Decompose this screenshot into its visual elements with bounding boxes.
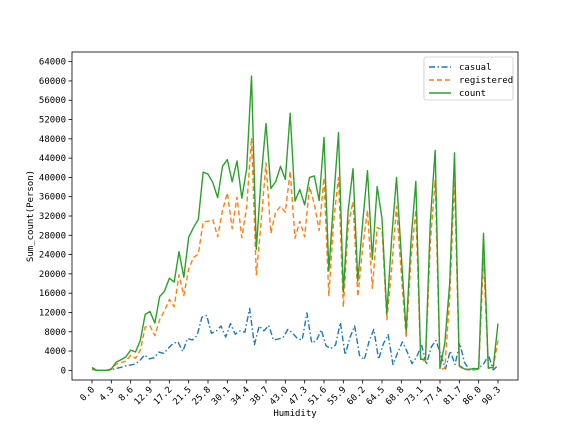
x-tick-label: 17.2 [152, 385, 174, 407]
x-axis-ticks: 0.0 4.3 8.612.917.221.525.830.134.438.743.… [79, 380, 503, 407]
y-axis-label: Sum_count(Person) [26, 170, 36, 262]
axes [71, 51, 519, 381]
x-tick-label: 47.3 [287, 385, 309, 407]
y-tick-label: 48000 [39, 135, 66, 145]
legend-label-registered: registered [459, 76, 513, 86]
plot-frame [71, 51, 519, 381]
y-tick-label: 20000 [39, 270, 66, 280]
x-tick-label: 90.3 [481, 385, 503, 407]
y-tick-label: 36000 [39, 193, 66, 203]
x-tick-label: 0.0 [79, 385, 98, 404]
legend-box [423, 56, 514, 101]
x-tick-label: 68.8 [384, 385, 406, 407]
x-tick-label: 43.0 [268, 385, 290, 407]
x-tick-label: 12.9 [133, 385, 155, 407]
y-tick-label: 12000 [39, 308, 66, 318]
y-tick-label: 60000 [39, 77, 66, 87]
x-tick-label: 30.1 [210, 385, 232, 407]
y-tick-label: 28000 [39, 231, 66, 241]
x-tick-label: 77.4 [423, 385, 445, 407]
y-tick-label: 56000 [39, 96, 66, 106]
y-tick-label: 40000 [39, 173, 66, 183]
legend-label-casual: casual [459, 63, 492, 73]
x-tick-label: 38.7 [249, 385, 271, 407]
x-tick-label: 86.0 [461, 385, 483, 407]
y-tick-label: 44000 [39, 154, 66, 164]
y-tick-label: 52000 [39, 116, 66, 126]
series-lines [91, 75, 499, 372]
y-tick-label: 64000 [39, 58, 66, 68]
x-tick-label: 4.3 [98, 385, 117, 404]
x-tick-label: 73.1 [403, 385, 425, 407]
x-tick-label: 81.7 [442, 385, 464, 407]
x-tick-label: 21.5 [171, 385, 193, 407]
y-tick-label: 16000 [39, 289, 66, 299]
legend-label-count: count [459, 89, 486, 99]
series-line-registered [91, 137, 499, 372]
x-tick-label: 34.4 [229, 385, 251, 407]
series-line-casual [91, 307, 499, 372]
y-tick-label: 0 [61, 366, 66, 376]
legend: casual registered count [423, 56, 514, 101]
y-tick-label: 32000 [39, 212, 66, 222]
x-tick-label: 51.6 [307, 385, 329, 407]
y-axis-ticks: 0 4000 8000 12000 16000 20000 24000 28000 32000 3… [39, 58, 72, 376]
y-tick-label: 8000 [44, 328, 66, 338]
y-tick-label: 24000 [39, 251, 66, 261]
series-line-count [91, 75, 499, 372]
x-axis-label: Humidity [273, 409, 317, 419]
y-tick-label: 4000 [44, 347, 66, 357]
x-tick-label: 60.2 [345, 385, 367, 407]
x-tick-label: 25.8 [191, 385, 213, 407]
x-tick-label: 64.5 [365, 385, 387, 407]
x-tick-label: 55.9 [326, 385, 348, 407]
